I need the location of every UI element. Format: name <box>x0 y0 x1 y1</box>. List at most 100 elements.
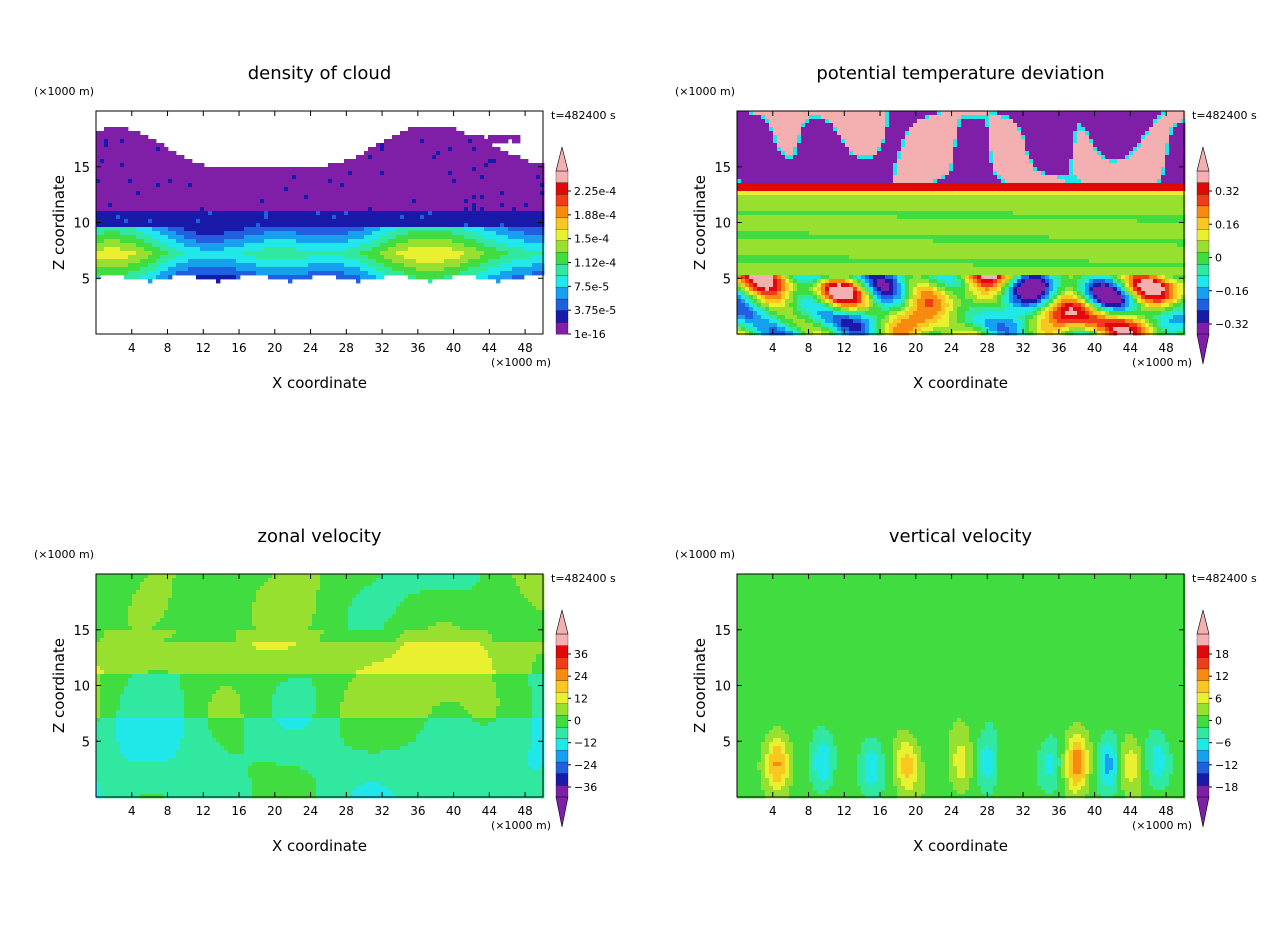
field-cell <box>204 175 208 179</box>
field-cell <box>252 243 256 247</box>
field-cell <box>116 219 120 223</box>
field-cell <box>188 179 192 183</box>
field-cell <box>160 275 164 279</box>
field-cell <box>148 231 152 235</box>
field-cell <box>208 247 212 251</box>
field-cell <box>164 227 168 231</box>
field-cell <box>188 215 192 219</box>
field-cell <box>276 247 280 251</box>
field-cell <box>224 263 228 267</box>
field-cell <box>220 255 224 259</box>
field-cell <box>248 175 252 179</box>
field-cell <box>284 239 288 243</box>
field-cell <box>340 255 344 259</box>
field-cell <box>272 267 276 271</box>
field-cell <box>176 167 180 171</box>
field-cell <box>336 243 340 247</box>
field-cell <box>120 259 124 263</box>
field-cell <box>272 211 276 215</box>
field-cell <box>280 179 284 183</box>
field-cell <box>132 235 136 239</box>
field-cell <box>116 235 120 239</box>
field-cell <box>120 139 124 143</box>
field-cell <box>212 187 216 191</box>
field-cell <box>184 207 188 211</box>
field-cell <box>128 215 132 219</box>
field-cell <box>348 175 352 179</box>
field-cell <box>268 171 272 175</box>
field-cell <box>256 215 260 219</box>
field-cell <box>172 167 176 171</box>
field-cell <box>216 207 220 211</box>
field-cell <box>252 187 256 191</box>
field-cell <box>112 211 116 215</box>
field-cell <box>136 271 140 275</box>
field-cell <box>244 219 248 223</box>
field-cell <box>268 227 272 231</box>
field-cell <box>280 255 284 259</box>
field-cell <box>292 247 296 251</box>
field-cell <box>344 211 348 215</box>
field-cell <box>148 223 152 227</box>
field-cell <box>304 179 308 183</box>
field-cell <box>192 191 196 195</box>
field-cell <box>108 227 112 231</box>
field-cell <box>140 195 144 199</box>
field-cell <box>184 167 188 171</box>
field-cell <box>336 171 340 175</box>
field-cell <box>316 215 320 219</box>
field-cell <box>236 195 240 199</box>
field-cell <box>264 215 268 219</box>
field-cell <box>252 251 256 255</box>
field-cell <box>300 199 304 203</box>
field-cell <box>284 251 288 255</box>
field-cell <box>236 167 240 171</box>
field-cell <box>276 199 280 203</box>
field-cell <box>292 199 296 203</box>
field-cell <box>252 227 256 231</box>
field-cell <box>216 279 220 283</box>
field-cell <box>344 159 348 163</box>
field-cell <box>244 191 248 195</box>
field-cell <box>308 263 312 267</box>
field-cell <box>100 203 104 207</box>
field-cell <box>304 231 308 235</box>
field-cell <box>208 259 212 263</box>
field-cell <box>240 199 244 203</box>
field-cell <box>224 211 228 215</box>
field-cell <box>316 223 320 227</box>
field-cell <box>160 227 164 231</box>
field-cell <box>252 259 256 263</box>
field-cell <box>144 275 148 279</box>
field-cell <box>160 147 164 151</box>
field-cell <box>320 263 324 267</box>
field-cell <box>248 207 252 211</box>
field-cell <box>316 179 320 183</box>
field-cell <box>188 199 192 203</box>
field-cell <box>216 175 220 179</box>
field-cell <box>256 227 260 231</box>
field-cell <box>224 223 228 227</box>
field-cell <box>148 171 152 175</box>
field-cell <box>144 227 148 231</box>
field-cell <box>180 239 184 243</box>
field-cell <box>244 211 248 215</box>
field-cell <box>188 207 192 211</box>
field-cell <box>304 207 308 211</box>
field-cell <box>212 259 216 263</box>
field-cell <box>292 223 296 227</box>
field-cell <box>164 247 168 251</box>
field-cell <box>208 255 212 259</box>
field-cell <box>148 263 152 267</box>
field-cell <box>228 239 232 243</box>
field-cell <box>276 275 280 279</box>
field-cell <box>300 207 304 211</box>
field-cell <box>332 235 336 239</box>
field-cell <box>104 163 108 167</box>
field-cell <box>336 187 340 191</box>
field-cell <box>104 267 108 271</box>
field-cell <box>332 183 336 187</box>
field-cell <box>176 207 180 211</box>
field-cell <box>168 183 172 187</box>
field-cell <box>124 275 128 279</box>
